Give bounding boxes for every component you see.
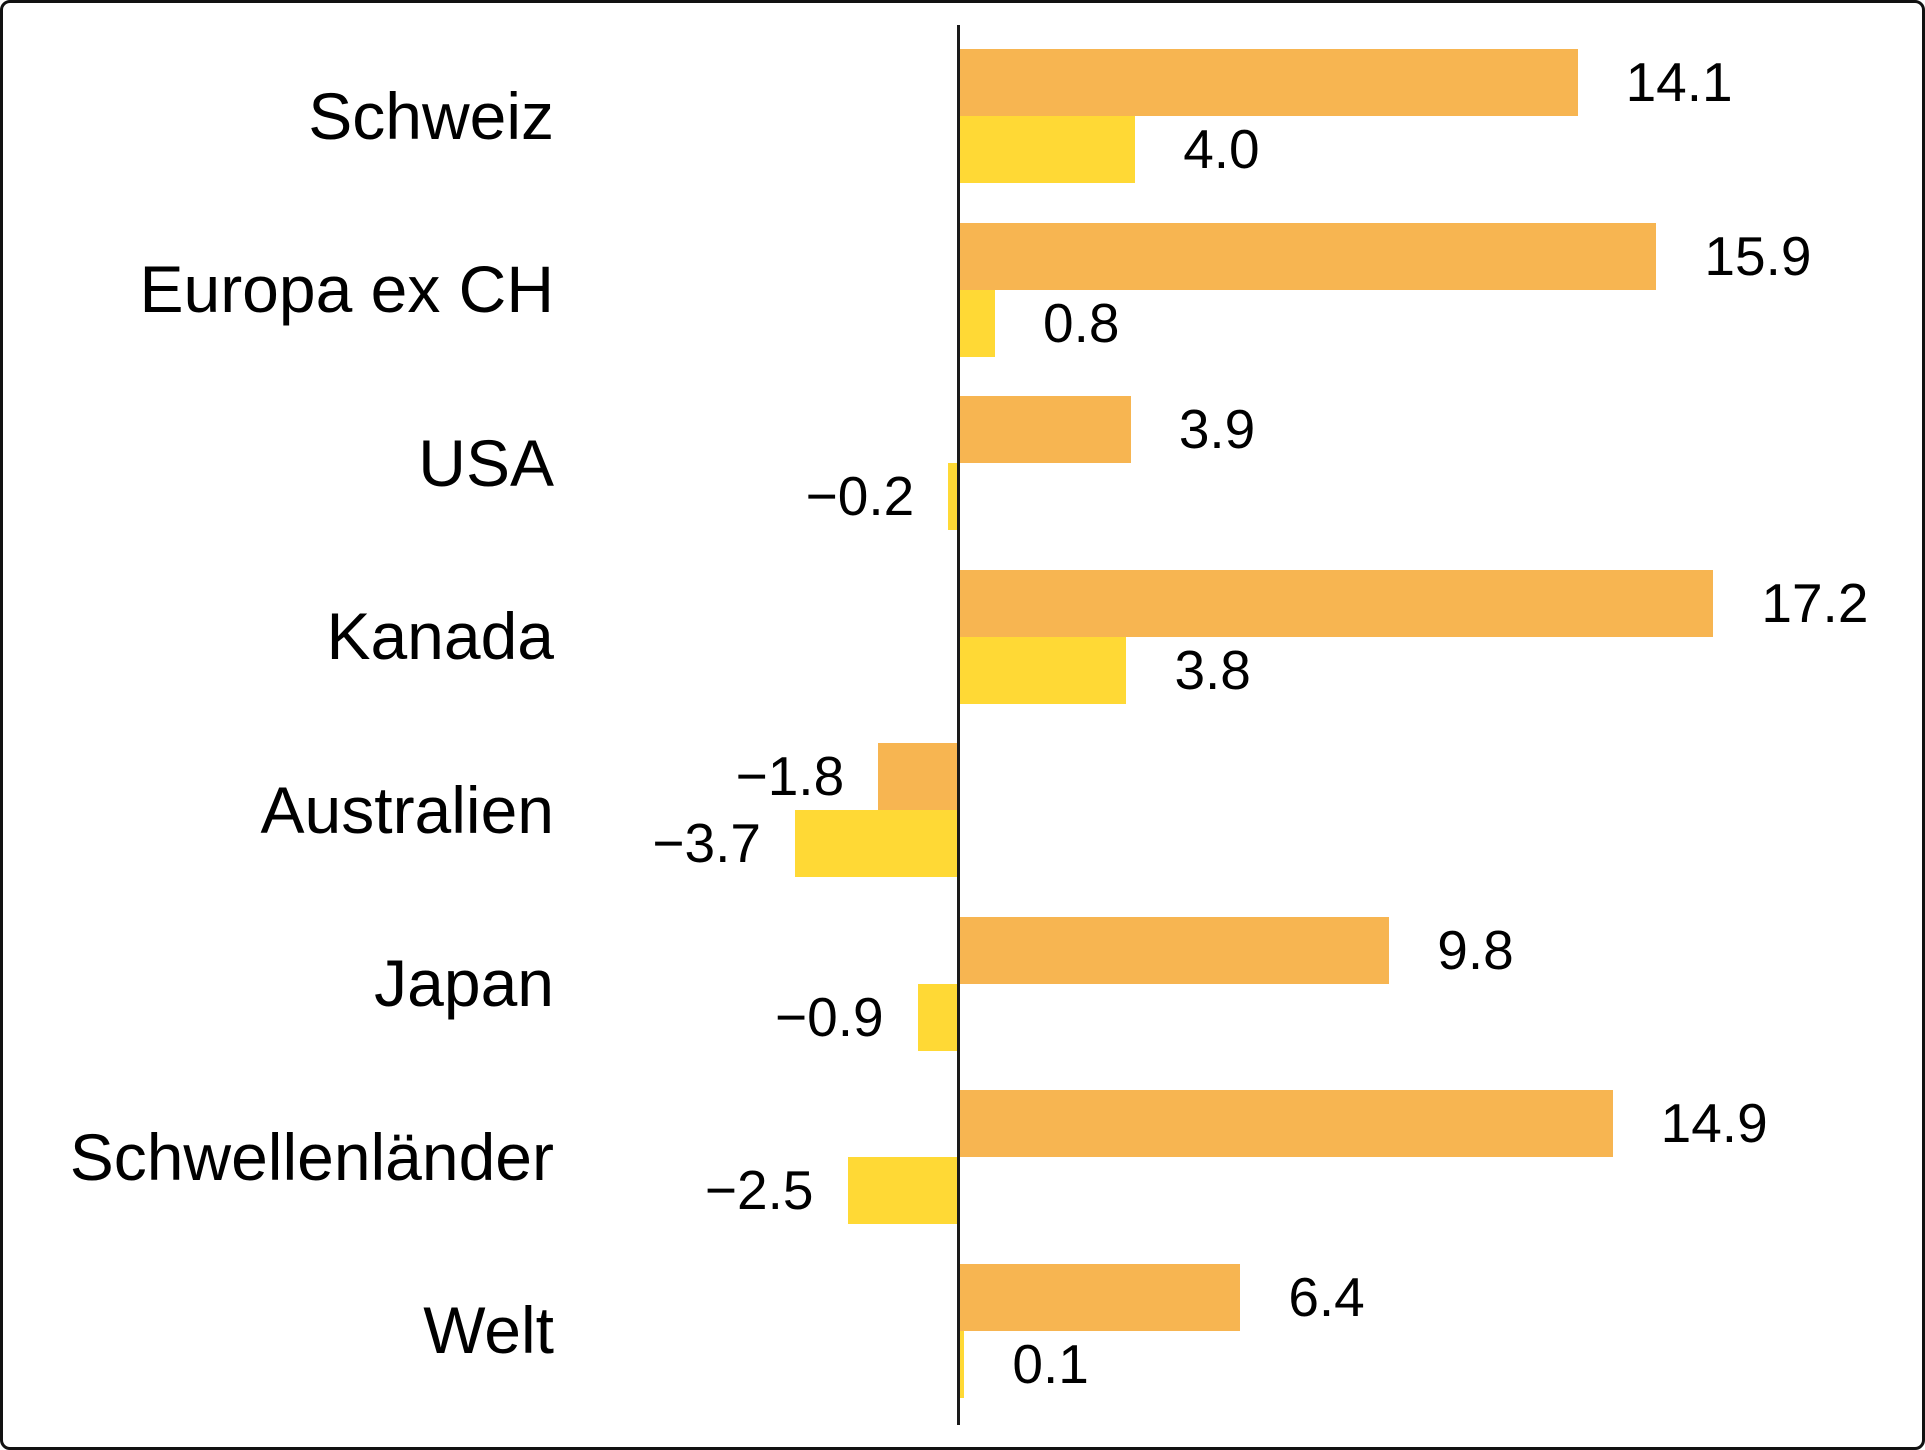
bar-yellow bbox=[960, 1330, 965, 1398]
value-label-yellow: −2.5 bbox=[704, 1159, 814, 1221]
value-label-yellow: −3.7 bbox=[652, 812, 761, 874]
value-label-yellow: 0.8 bbox=[1043, 291, 1120, 354]
bar-orange bbox=[878, 743, 957, 810]
category-label: Japan bbox=[374, 946, 554, 1020]
bar-orange bbox=[960, 1090, 1613, 1157]
category-label: Kanada bbox=[326, 599, 554, 673]
value-label-orange: 14.1 bbox=[1625, 51, 1733, 113]
bar-yellow bbox=[847, 1157, 957, 1224]
category-label: Schweiz bbox=[308, 78, 554, 153]
axis-line bbox=[957, 25, 960, 1425]
bar-yellow bbox=[960, 116, 1136, 183]
value-label-orange: 14.9 bbox=[1660, 1092, 1768, 1154]
value-label-yellow: 0.1 bbox=[1012, 1332, 1089, 1395]
bar-yellow bbox=[917, 983, 957, 1051]
bar-orange bbox=[960, 396, 1131, 463]
value-label-orange: −1.8 bbox=[735, 745, 845, 807]
value-label-orange: 9.8 bbox=[1437, 918, 1514, 981]
bar-yellow bbox=[794, 810, 957, 877]
bar-orange bbox=[960, 569, 1714, 637]
category-label: Schwellenländer bbox=[69, 1119, 554, 1194]
bar-orange bbox=[960, 1263, 1241, 1331]
bar-yellow bbox=[960, 289, 996, 357]
bar-yellow bbox=[960, 636, 1127, 704]
value-label-yellow: −0.9 bbox=[775, 985, 884, 1048]
value-label-orange: 15.9 bbox=[1704, 224, 1812, 287]
value-label-yellow: −0.2 bbox=[805, 465, 915, 527]
bar-yellow bbox=[948, 463, 957, 530]
bar-orange bbox=[960, 916, 1390, 984]
value-label-orange: 17.2 bbox=[1761, 571, 1869, 634]
category-label: Europa ex CH bbox=[139, 252, 554, 326]
bar-orange bbox=[960, 49, 1578, 116]
value-label-orange: 3.9 bbox=[1178, 398, 1256, 460]
category-label: Australien bbox=[260, 772, 555, 847]
value-label-yellow: 4.0 bbox=[1183, 118, 1260, 180]
bar-orange bbox=[960, 222, 1657, 290]
category-label: USA bbox=[418, 425, 554, 500]
value-label-yellow: 3.8 bbox=[1174, 638, 1251, 701]
category-label: Welt bbox=[423, 1293, 554, 1367]
value-label-orange: 6.4 bbox=[1288, 1265, 1365, 1328]
